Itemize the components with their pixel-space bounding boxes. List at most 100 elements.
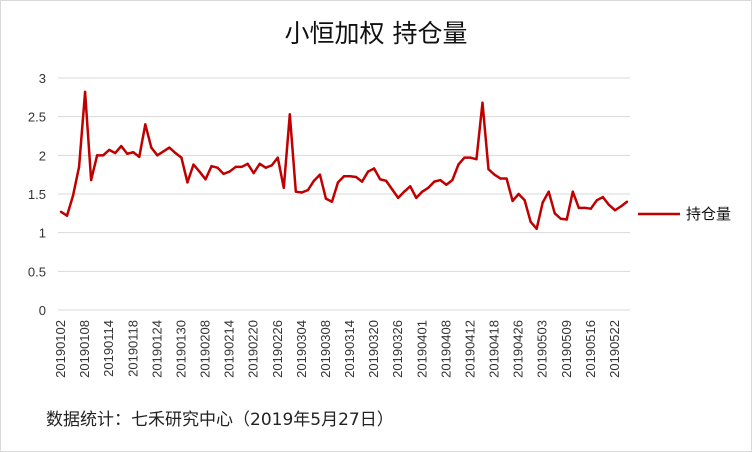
series-line xyxy=(60,90,628,231)
data-point xyxy=(95,154,99,157)
x-tick-label: 20190114 xyxy=(101,320,116,377)
data-point xyxy=(529,220,532,224)
data-point xyxy=(330,200,334,203)
data-point xyxy=(577,206,581,210)
data-point xyxy=(523,198,526,202)
data-point xyxy=(541,201,544,204)
data-point xyxy=(282,186,285,190)
data-point xyxy=(559,217,562,220)
x-tick-label: 20190220 xyxy=(246,320,261,378)
data-point xyxy=(210,164,213,168)
data-point xyxy=(360,180,364,183)
x-tick-label: 20190314 xyxy=(342,320,357,378)
y-tick-label: 3 xyxy=(39,71,46,86)
data-point xyxy=(390,188,394,191)
data-point xyxy=(234,165,237,169)
data-point xyxy=(294,190,298,193)
x-tick-label: 20190304 xyxy=(294,320,309,378)
data-point xyxy=(601,195,605,199)
data-point xyxy=(463,156,466,159)
data-point xyxy=(204,178,207,181)
data-point xyxy=(162,150,165,153)
data-point xyxy=(493,173,496,176)
x-tick-label: 20190108 xyxy=(77,320,92,378)
series-points xyxy=(59,90,629,230)
chart-title: 小恒加权 持仓量 xyxy=(284,19,468,48)
data-point xyxy=(595,198,599,202)
data-point xyxy=(168,146,171,149)
data-point xyxy=(366,170,370,173)
data-point xyxy=(77,165,81,169)
data-point xyxy=(415,196,418,200)
y-tick-label: 1.5 xyxy=(28,187,46,202)
x-tick-label: 20190509 xyxy=(559,320,574,378)
y-tick-label: 2.5 xyxy=(28,110,46,125)
data-point xyxy=(198,170,201,173)
x-tick-label: 20190130 xyxy=(173,320,188,378)
data-point xyxy=(300,191,304,194)
x-tick-label: 20190516 xyxy=(583,320,598,378)
data-point xyxy=(571,190,574,193)
x-tick-label: 20190418 xyxy=(487,320,502,378)
data-point xyxy=(384,179,388,183)
data-point xyxy=(228,170,231,173)
data-point xyxy=(378,178,382,181)
data-point xyxy=(457,163,460,166)
data-point xyxy=(607,203,611,207)
data-point xyxy=(396,196,400,200)
x-tick-label: 20190522 xyxy=(607,320,622,378)
data-point xyxy=(619,205,623,208)
data-point xyxy=(288,113,292,116)
data-point xyxy=(150,146,153,149)
data-point xyxy=(354,175,358,179)
x-tick-label: 20190503 xyxy=(535,320,550,378)
gridlines xyxy=(58,77,630,311)
x-tick-label: 20190214 xyxy=(222,320,237,378)
data-point xyxy=(120,144,123,148)
data-point xyxy=(59,210,63,213)
data-point xyxy=(276,156,279,159)
data-point xyxy=(433,180,436,183)
data-point xyxy=(83,90,87,94)
x-tick-label: 20190124 xyxy=(149,320,164,378)
x-tick-label: 20190308 xyxy=(318,320,333,378)
data-point xyxy=(132,151,135,154)
data-point xyxy=(535,227,538,230)
y-tick-label: 0.5 xyxy=(28,264,46,279)
data-point xyxy=(114,151,117,155)
data-point xyxy=(216,166,219,169)
legend-label: 持仓量 xyxy=(686,205,731,223)
data-point xyxy=(71,194,75,197)
data-point xyxy=(445,183,448,186)
data-point xyxy=(240,165,243,169)
data-point xyxy=(270,164,273,167)
data-point xyxy=(439,178,442,182)
x-tick-label: 20190320 xyxy=(366,320,381,378)
y-tick-label: 0 xyxy=(39,303,46,318)
x-tick-label: 20190412 xyxy=(462,320,477,378)
source-note: 数据统计：七禾研究中心（2019年5月27日） xyxy=(46,410,394,430)
y-axis-ticks: 0 0.5 1 1.5 2 2.5 3 xyxy=(28,71,46,318)
data-point xyxy=(222,172,225,176)
data-point xyxy=(505,177,508,180)
data-point xyxy=(318,173,322,176)
x-tick-label: 20190226 xyxy=(270,320,285,378)
data-point xyxy=(589,207,593,210)
x-tick-label: 20190326 xyxy=(390,320,405,378)
data-point xyxy=(126,152,129,155)
data-point xyxy=(252,171,255,175)
data-point xyxy=(625,200,629,203)
y-tick-label: 2 xyxy=(39,148,46,163)
data-point xyxy=(144,123,147,126)
data-point xyxy=(336,181,340,184)
x-tick-label: 20190401 xyxy=(414,320,429,378)
data-point xyxy=(487,168,490,171)
data-point xyxy=(312,179,316,183)
data-point xyxy=(403,190,406,193)
data-point xyxy=(517,192,520,196)
data-point xyxy=(481,101,484,104)
data-point xyxy=(107,148,111,152)
data-point xyxy=(306,188,310,192)
